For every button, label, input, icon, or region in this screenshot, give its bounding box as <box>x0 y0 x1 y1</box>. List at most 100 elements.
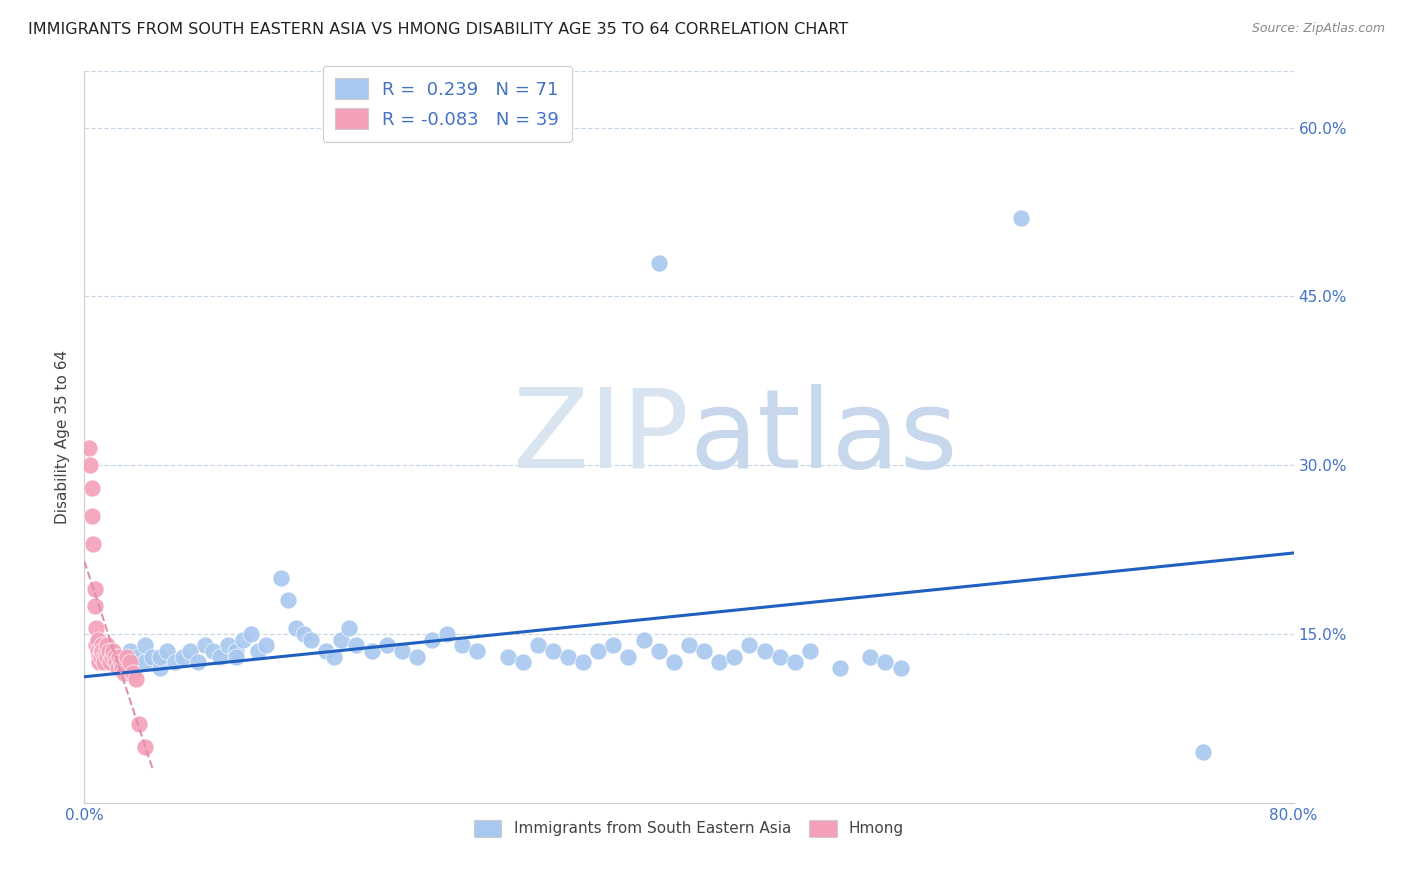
Point <box>149 661 172 675</box>
Point <box>112 666 135 681</box>
Point <box>134 655 156 669</box>
Point <box>270 571 292 585</box>
Text: IMMIGRANTS FROM SOUTH EASTERN ASIA VS HMONG DISABILITY AGE 35 TO 64 CORRELATION : IMMIGRANTS FROM SOUTH EASTERN ASIA VS HM… <box>28 22 848 37</box>
Point <box>77 442 100 456</box>
Point <box>602 638 624 652</box>
Point <box>662 655 685 669</box>
Point <box>299 632 322 647</box>
Point <box>194 638 217 652</box>
Point <box>239 627 262 641</box>
Point <box>98 655 121 669</box>
Point <box>799 644 821 658</box>
Point <box>101 644 124 658</box>
Point <box>723 649 745 664</box>
Point <box>104 655 127 669</box>
Point <box>875 655 897 669</box>
Point <box>93 649 115 664</box>
Point <box>225 644 247 658</box>
Point <box>496 649 519 664</box>
Point <box>90 649 112 664</box>
Point <box>93 655 115 669</box>
Point <box>451 638 474 652</box>
Point <box>118 661 141 675</box>
Point <box>79 458 101 473</box>
Point <box>80 508 103 523</box>
Point <box>420 632 443 647</box>
Point <box>107 661 129 675</box>
Legend: Immigrants from South Eastern Asia, Hmong: Immigrants from South Eastern Asia, Hmon… <box>464 811 914 847</box>
Point <box>179 644 201 658</box>
Point <box>100 649 122 664</box>
Point <box>527 638 550 652</box>
Point <box>90 644 112 658</box>
Point <box>617 649 640 664</box>
Point <box>96 638 118 652</box>
Point <box>292 627 315 641</box>
Point <box>360 644 382 658</box>
Point <box>693 644 716 658</box>
Point <box>80 481 103 495</box>
Point <box>118 655 141 669</box>
Point <box>633 632 655 647</box>
Point <box>1011 211 1033 225</box>
Point <box>232 632 254 647</box>
Point <box>87 644 110 658</box>
Point <box>187 655 209 669</box>
Point <box>84 582 107 596</box>
Point <box>391 644 413 658</box>
Point <box>97 644 120 658</box>
Point <box>225 649 247 664</box>
Point <box>375 638 398 652</box>
Point <box>91 638 114 652</box>
Point <box>678 638 700 652</box>
Point <box>783 655 806 669</box>
Point <box>104 649 127 664</box>
Point <box>105 655 128 669</box>
Point <box>648 255 671 269</box>
Point <box>315 644 337 658</box>
Point <box>247 644 270 658</box>
Point <box>277 593 299 607</box>
Point <box>127 649 149 664</box>
Point <box>141 649 163 664</box>
Point <box>285 621 308 635</box>
Point <box>89 655 111 669</box>
Point <box>830 661 852 675</box>
Point <box>406 649 429 664</box>
Point <box>346 638 368 652</box>
Point <box>149 649 172 664</box>
Point <box>330 632 353 647</box>
Point <box>1192 745 1215 759</box>
Point <box>156 644 179 658</box>
Point <box>134 638 156 652</box>
Point <box>217 638 239 652</box>
Point <box>82 537 104 551</box>
Point <box>121 666 143 681</box>
Point <box>134 739 156 754</box>
Point <box>111 661 134 675</box>
Point <box>754 644 776 658</box>
Point <box>201 644 224 658</box>
Point <box>738 638 761 652</box>
Point <box>859 649 882 664</box>
Point <box>648 644 671 658</box>
Point <box>87 632 110 647</box>
Y-axis label: Disability Age 35 to 64: Disability Age 35 to 64 <box>55 350 70 524</box>
Point <box>254 638 277 652</box>
Point <box>96 649 118 664</box>
Point <box>769 649 792 664</box>
Point <box>890 661 912 675</box>
Point <box>111 649 134 664</box>
Point <box>118 644 141 658</box>
Text: ZIP: ZIP <box>513 384 689 491</box>
Point <box>436 627 458 641</box>
Point <box>322 649 344 664</box>
Point <box>541 644 564 658</box>
Point <box>557 649 579 664</box>
Point <box>572 655 595 669</box>
Point <box>84 599 107 613</box>
Point <box>108 649 131 664</box>
Point <box>94 644 117 658</box>
Point <box>86 621 108 635</box>
Point <box>172 649 194 664</box>
